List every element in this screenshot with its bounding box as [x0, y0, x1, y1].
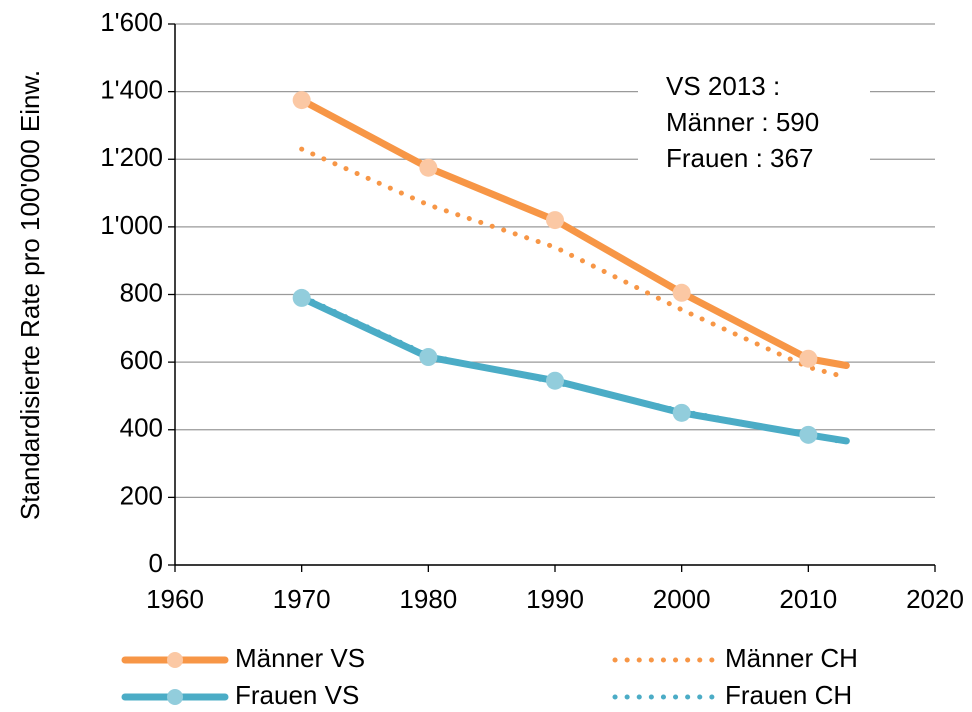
x-tick-label: 1990 [526, 584, 584, 614]
point-marker [292, 288, 311, 307]
point-marker [672, 403, 691, 422]
x-tick-label: 1980 [399, 584, 457, 614]
annotation: VS 2013 : [666, 71, 780, 101]
y-axis-label: Standardisierte Rate pro 100'000 Einw. [15, 70, 45, 520]
point-marker [799, 425, 818, 444]
annotation: Männer : 590 [666, 107, 819, 137]
y-tick-label: 1'000 [100, 210, 163, 240]
y-tick-label: 200 [120, 480, 163, 510]
annotation: Frauen : 367 [666, 143, 813, 173]
legend-marker [167, 652, 183, 668]
y-tick-label: 400 [120, 413, 163, 443]
legend-label: Frauen CH [725, 680, 852, 710]
legend-label: Männer VS [235, 643, 365, 673]
x-tick-label: 1970 [273, 584, 331, 614]
series-line [299, 293, 849, 446]
x-tick-label: 2000 [653, 584, 711, 614]
y-tick-label: 1'400 [100, 75, 163, 105]
y-tick-label: 0 [149, 548, 163, 578]
series-line [298, 294, 850, 445]
point-marker [799, 349, 818, 368]
annotation-box [638, 62, 870, 186]
point-marker [292, 91, 311, 110]
point-marker [546, 371, 564, 390]
x-tick-label: 1960 [146, 584, 204, 614]
point-marker [546, 211, 564, 230]
y-tick-label: 1'600 [100, 7, 163, 37]
legend-marker [167, 689, 183, 705]
x-tick-label: 2020 [906, 584, 964, 614]
point-marker [419, 158, 438, 177]
legend-label: Frauen VS [235, 680, 359, 710]
legend-label: Männer CH [725, 643, 858, 673]
y-tick-label: 800 [120, 277, 163, 307]
point-marker [419, 348, 438, 367]
point-marker [672, 283, 691, 302]
series-line [299, 146, 849, 380]
y-tick-label: 600 [120, 345, 163, 375]
x-tick-label: 2010 [779, 584, 837, 614]
y-tick-label: 1'200 [100, 142, 163, 172]
